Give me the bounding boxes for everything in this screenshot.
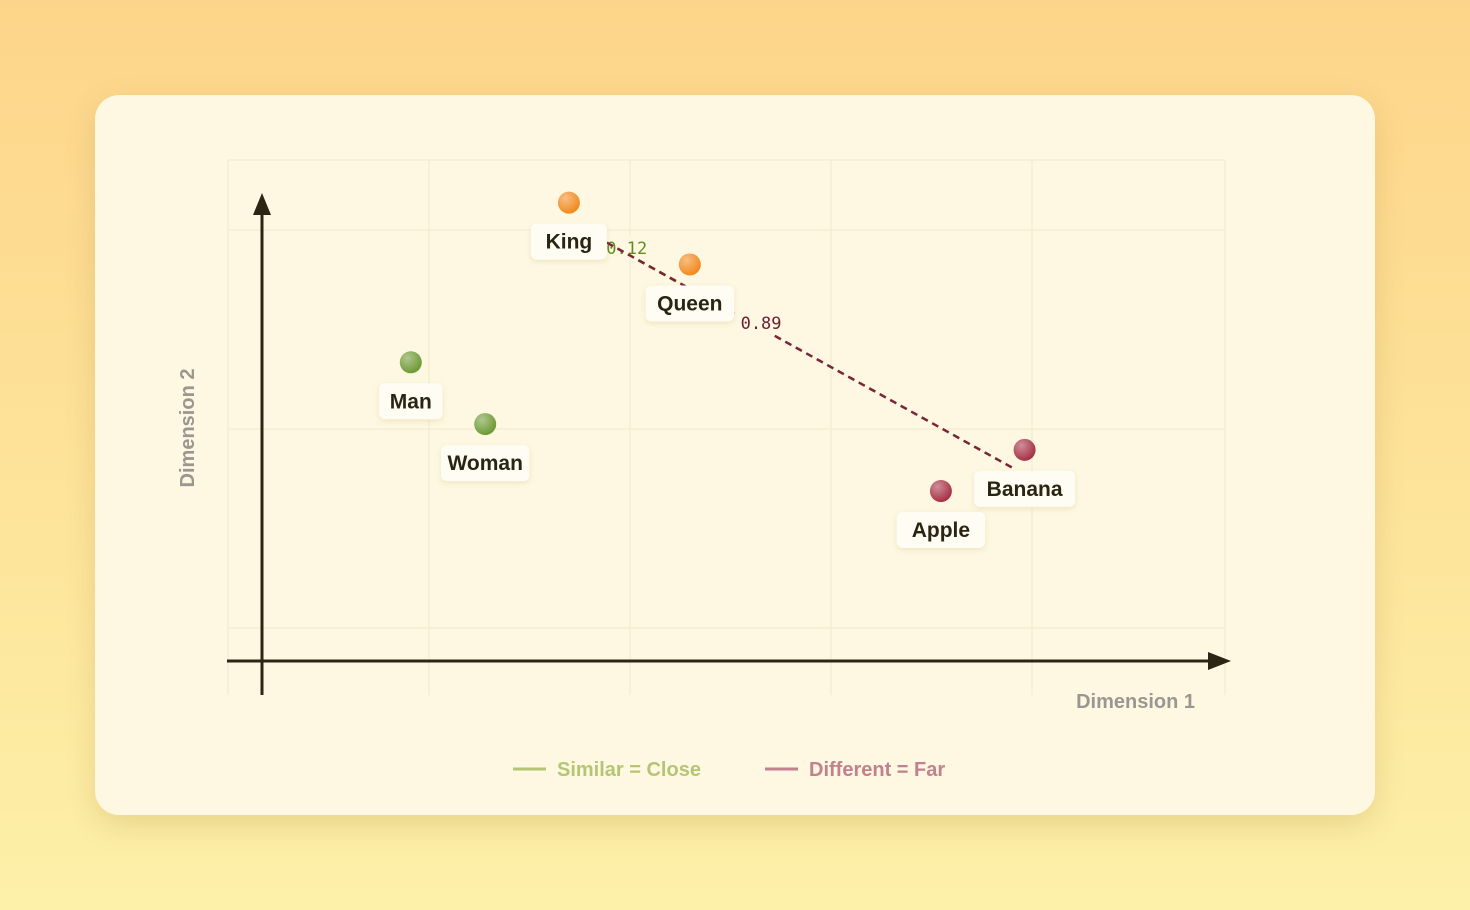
data-point-highlight bbox=[929, 480, 952, 503]
point-label-box bbox=[645, 285, 735, 322]
data-point-highlight bbox=[474, 413, 497, 436]
point-label-box bbox=[379, 383, 443, 420]
point-label-apple: Apple bbox=[912, 519, 970, 542]
grid bbox=[227, 159, 1226, 695]
point-label-man: Man bbox=[390, 390, 432, 413]
data-point-highlight bbox=[399, 351, 422, 374]
point-label-box bbox=[440, 445, 530, 482]
data-point-highlight bbox=[557, 191, 580, 214]
distance-label-bg bbox=[599, 236, 654, 259]
distance-lines: 0.12 0.89 bbox=[599, 236, 1014, 469]
chart-card: 0.12 0.89 King Queen Man Woman Banana Apple Di… bbox=[95, 95, 1375, 815]
data-points bbox=[399, 191, 1036, 503]
point-label-box bbox=[896, 512, 986, 549]
point-label-box bbox=[530, 223, 607, 260]
legend-label-similar: Similar = Close bbox=[557, 759, 701, 781]
y-axis-arrow bbox=[253, 193, 271, 215]
legend-label-different: Different = Far bbox=[809, 759, 945, 781]
point-label-queen: Queen bbox=[657, 292, 722, 315]
axes bbox=[227, 193, 1231, 695]
distance-label-bg bbox=[734, 312, 789, 335]
point-label-woman: Woman bbox=[447, 452, 522, 475]
distance-line-king-banana bbox=[606, 241, 1014, 469]
x-axis-label: Dimension 1 bbox=[1076, 691, 1195, 713]
point-label-king: King bbox=[546, 231, 593, 254]
distance-value: 0.89 bbox=[741, 314, 782, 334]
point-label-banana: Banana bbox=[987, 478, 1063, 501]
embedding-scatter-chart: 0.12 0.89 King Queen Man Woman Banana Apple Di… bbox=[177, 159, 1231, 781]
point-label-box bbox=[974, 470, 1076, 507]
y-axis-label: Dimension 2 bbox=[177, 369, 199, 488]
point-labels: King Queen Man Woman Banana Apple bbox=[379, 223, 1076, 549]
distance-value: 0.12 bbox=[606, 239, 647, 259]
x-axis-arrow bbox=[1208, 652, 1231, 670]
data-point-highlight bbox=[1013, 438, 1036, 461]
data-point-highlight bbox=[678, 253, 701, 276]
legend: Similar = Close Different = Far bbox=[513, 759, 945, 781]
